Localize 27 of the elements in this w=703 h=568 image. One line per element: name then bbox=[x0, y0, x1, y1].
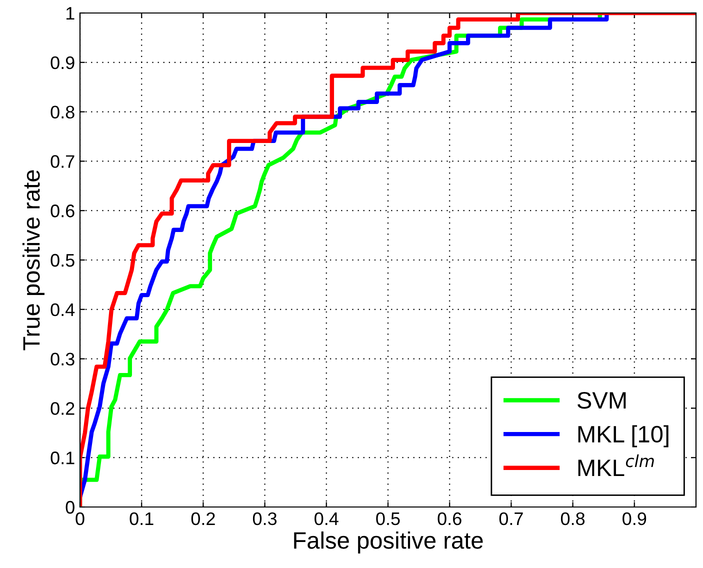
y-tick-label: 1 bbox=[66, 7, 74, 20]
x-tick-label: 0.2 bbox=[191, 512, 215, 526]
y-tick-label: 0.7 bbox=[50, 155, 74, 168]
x-tick-label: 0.1 bbox=[130, 512, 154, 526]
y-tick-label: 0.4 bbox=[50, 303, 75, 316]
y-axis-title: True positive rate bbox=[22, 170, 44, 350]
x-axis-title: False positive rate bbox=[294, 531, 483, 554]
y-tick-label: 0.1 bbox=[50, 452, 74, 464]
x-tick-label: 0.6 bbox=[438, 512, 462, 526]
x-tick-label: 0.5 bbox=[376, 512, 400, 526]
y-tick-label: 0 bbox=[66, 500, 74, 514]
y-tick-label: 0.9 bbox=[50, 56, 74, 70]
y-tick-label: 0.6 bbox=[50, 204, 74, 218]
y-tick-label: 0.2 bbox=[50, 402, 74, 415]
y-tick-label: 0.3 bbox=[50, 352, 74, 366]
x-tick-label: 0.4 bbox=[314, 512, 338, 526]
y-tick-label: 0.5 bbox=[50, 254, 74, 267]
legend-label: MKL [10] bbox=[578, 425, 668, 448]
line-series bbox=[80, 13, 696, 507]
x-tick-label: 0.9 bbox=[622, 512, 646, 526]
x-tick-label: 0.8 bbox=[560, 512, 585, 526]
legend-label: SVM bbox=[578, 392, 626, 409]
x-tick-label: 0 bbox=[76, 512, 84, 526]
legend-label: MKL$^{clm}$ bbox=[578, 454, 654, 476]
x-tick-label: 0.3 bbox=[252, 512, 277, 526]
y-tick-label: 0.8 bbox=[50, 106, 74, 119]
x-tick-label: 0.7 bbox=[499, 512, 523, 526]
